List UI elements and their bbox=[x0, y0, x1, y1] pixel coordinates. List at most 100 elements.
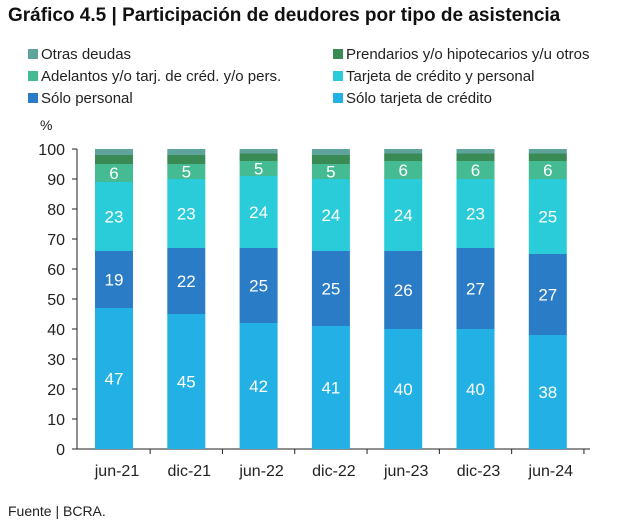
data-label: 6 bbox=[398, 161, 407, 180]
legend-swatch bbox=[333, 49, 343, 59]
bar-segment bbox=[528, 149, 567, 154]
bar-segment bbox=[384, 251, 423, 329]
legend-swatch bbox=[333, 71, 343, 81]
y-tick-label: 60 bbox=[47, 262, 65, 279]
bar-segment bbox=[239, 149, 278, 154]
data-label: 38 bbox=[538, 383, 557, 402]
bar-segment bbox=[95, 251, 133, 308]
data-label: 5 bbox=[182, 163, 191, 182]
bar-segment bbox=[384, 329, 423, 449]
bar-segment bbox=[239, 161, 278, 176]
bar-segment bbox=[311, 179, 350, 251]
bar-segment bbox=[456, 179, 495, 248]
bar-segment bbox=[311, 155, 350, 164]
bar-segment bbox=[167, 164, 206, 179]
x-tick-label: dic-22 bbox=[312, 463, 356, 480]
source-note: Fuente | BCRA. bbox=[8, 503, 106, 519]
y-tick-label: 10 bbox=[47, 412, 65, 429]
data-label: 41 bbox=[321, 379, 340, 398]
data-label: 47 bbox=[105, 370, 124, 389]
bar-segment bbox=[528, 254, 567, 335]
legend-swatch bbox=[333, 93, 343, 103]
x-tick-label: jun-23 bbox=[383, 463, 429, 480]
legend-swatch bbox=[28, 49, 38, 59]
x-tick-label: dic-21 bbox=[168, 463, 212, 480]
legend-label: Sólo personal bbox=[41, 90, 133, 107]
data-label: 24 bbox=[394, 206, 413, 225]
bar-segment bbox=[384, 149, 423, 154]
chart-title: Gráfico 4.5 | Participación de deudores … bbox=[8, 5, 561, 26]
data-label: 26 bbox=[394, 281, 413, 300]
data-label: 25 bbox=[249, 277, 268, 296]
y-tick-label: 20 bbox=[47, 382, 65, 399]
legend-label: Tarjeta de crédito y personal bbox=[346, 68, 534, 85]
data-label: 6 bbox=[109, 164, 118, 183]
y-axis-label: % bbox=[40, 117, 52, 133]
bar-segment bbox=[167, 314, 206, 449]
bar-segment bbox=[239, 176, 278, 248]
x-tick-label: dic-23 bbox=[457, 463, 501, 480]
bar-segment bbox=[95, 182, 133, 251]
bar-segment bbox=[528, 153, 567, 161]
bar-segment bbox=[456, 153, 495, 161]
bar-segment bbox=[95, 308, 133, 449]
legend-label: Adelantos y/o tarj. de créd. y/o pers. bbox=[41, 68, 281, 85]
bar-segment bbox=[384, 161, 423, 179]
data-label: 22 bbox=[177, 272, 196, 291]
y-tick-label: 90 bbox=[47, 172, 65, 189]
bar-segment bbox=[456, 161, 495, 179]
data-label: 40 bbox=[394, 380, 413, 399]
legend-label: Sólo tarjeta de crédito bbox=[346, 90, 492, 107]
data-label: 6 bbox=[471, 161, 480, 180]
data-label: 25 bbox=[538, 208, 557, 227]
data-label: 25 bbox=[321, 280, 340, 299]
bar-segment bbox=[167, 179, 206, 248]
data-label: 45 bbox=[177, 373, 196, 392]
bar-segment bbox=[95, 164, 133, 182]
legend-swatch bbox=[28, 71, 38, 81]
bar-segment bbox=[528, 161, 567, 179]
y-tick-label: 80 bbox=[47, 202, 65, 219]
y-tick-label: 50 bbox=[47, 292, 65, 309]
data-label: 5 bbox=[326, 163, 335, 182]
data-label: 19 bbox=[105, 271, 124, 290]
bar-segment bbox=[167, 248, 206, 314]
bar-segment bbox=[384, 179, 423, 251]
bar-segment bbox=[167, 155, 206, 164]
bar-segment bbox=[456, 248, 495, 329]
data-label: 40 bbox=[466, 380, 485, 399]
y-tick-label: 70 bbox=[47, 232, 65, 249]
bar-segment bbox=[239, 323, 278, 449]
data-label: 23 bbox=[177, 205, 196, 224]
bar-segment bbox=[95, 155, 133, 164]
bar-segment bbox=[239, 153, 278, 161]
bar-segment bbox=[528, 179, 567, 254]
x-tick-label: jun-21 bbox=[94, 463, 140, 480]
y-tick-label: 40 bbox=[47, 322, 65, 339]
bar-segment bbox=[456, 329, 495, 449]
data-label: 24 bbox=[321, 206, 340, 225]
legend-label: Otras deudas bbox=[41, 46, 131, 63]
data-label: 6 bbox=[543, 161, 552, 180]
x-tick-label: jun-22 bbox=[238, 463, 284, 480]
bar-segment bbox=[456, 149, 495, 154]
bar-segment bbox=[95, 149, 133, 155]
legend-swatch bbox=[28, 93, 38, 103]
bar-segment bbox=[311, 326, 350, 449]
y-tick-label: 30 bbox=[47, 352, 65, 369]
bar-segment bbox=[384, 153, 423, 161]
data-label: 27 bbox=[466, 280, 485, 299]
data-label: 23 bbox=[466, 205, 485, 224]
bar-segment bbox=[167, 149, 206, 155]
data-label: 23 bbox=[105, 208, 124, 227]
y-tick-label: 100 bbox=[38, 142, 65, 159]
bar-segment bbox=[239, 248, 278, 323]
bar-segment bbox=[311, 251, 350, 326]
y-tick-label: 0 bbox=[56, 442, 65, 459]
data-label: 27 bbox=[538, 286, 557, 305]
data-label: 24 bbox=[249, 203, 268, 222]
data-label: 5 bbox=[254, 160, 263, 179]
data-label: 42 bbox=[249, 377, 268, 396]
x-tick-label: jun-24 bbox=[528, 463, 574, 480]
